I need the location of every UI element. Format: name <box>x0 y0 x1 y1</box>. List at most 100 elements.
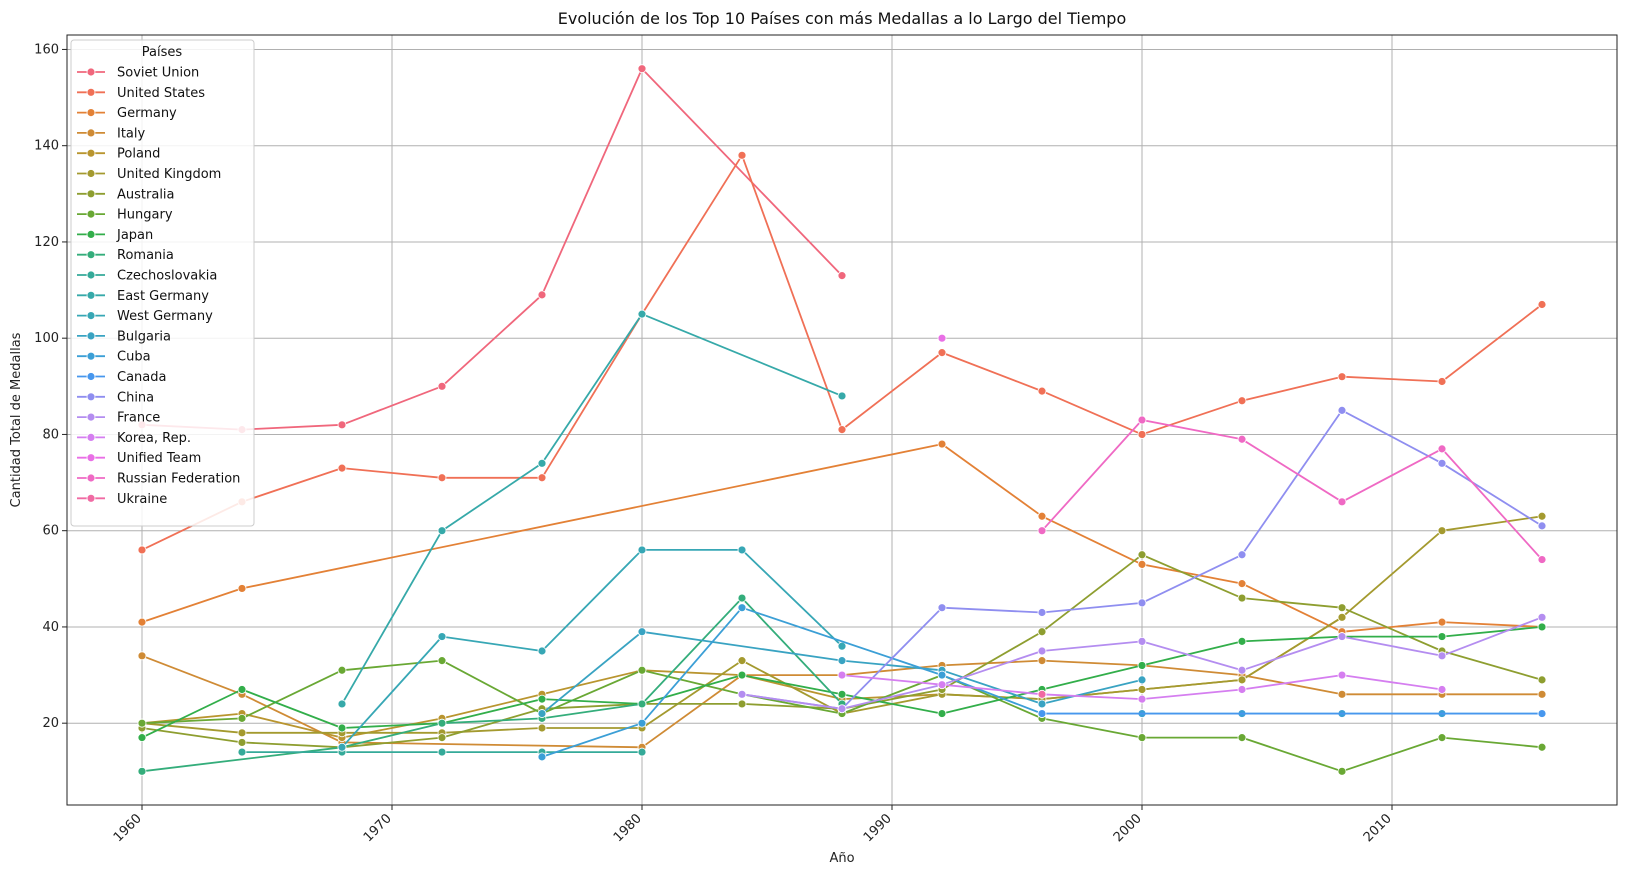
data-point-china <box>1337 405 1347 415</box>
data-point-east-germany <box>837 391 847 401</box>
legend-title: Países <box>142 45 183 60</box>
legend-label: Unified Team <box>117 451 201 466</box>
data-point-united-states <box>1537 300 1547 309</box>
data-point-hungary <box>237 713 247 723</box>
data-point-germany <box>137 617 147 627</box>
legend-swatch-marker <box>86 169 96 178</box>
legend-box <box>70 39 255 527</box>
y-tick-label: 40 <box>42 620 59 635</box>
legend-swatch-marker <box>86 209 96 219</box>
data-point-australia <box>1537 675 1547 685</box>
series-layer <box>137 64 1547 776</box>
data-point-italy <box>1037 656 1047 666</box>
legend-item-canada: Canada <box>77 370 166 385</box>
legend-label: China <box>117 390 154 405</box>
legend-swatch-marker <box>86 331 96 341</box>
legend-item-poland: Poland <box>77 147 160 162</box>
gridlines <box>67 35 1617 805</box>
legend-label: Korea, Rep. <box>117 431 191 446</box>
legend-swatch-marker <box>86 473 96 483</box>
data-point-germany <box>1037 511 1047 521</box>
data-point-hungary <box>437 656 447 666</box>
data-point-germany <box>937 439 947 449</box>
data-point-soviet-union <box>437 381 447 391</box>
data-point-united-states <box>1137 430 1147 439</box>
y-tick-label: 80 <box>42 427 59 442</box>
legend-swatch-marker <box>86 372 96 381</box>
data-point-bulgaria <box>837 656 847 666</box>
legend-item-bulgaria: Bulgaria <box>77 329 171 344</box>
data-point-soviet-union <box>337 420 347 430</box>
data-point-japan <box>337 723 347 733</box>
data-point-bulgaria <box>1037 699 1047 709</box>
data-point-united-states <box>1337 372 1347 382</box>
data-point-germany <box>1437 617 1447 627</box>
data-point-bulgaria <box>537 709 547 718</box>
legend-item-soviet-union: Soviet Union <box>77 66 199 81</box>
legend-label: Ukraine <box>117 492 167 507</box>
data-point-france <box>1137 636 1147 646</box>
data-point-korea-rep <box>1437 685 1447 694</box>
data-point-soviet-union <box>537 290 547 300</box>
legend-item-hungary: Hungary <box>77 208 173 223</box>
data-point-hungary <box>1337 766 1347 776</box>
legend-label: Russian Federation <box>117 472 240 487</box>
legend-swatch-marker <box>86 87 96 97</box>
data-point-japan <box>737 670 747 680</box>
legend-swatch-marker <box>86 453 96 463</box>
y-axis: 20 40 60 80 100 120 140 160 <box>34 42 67 731</box>
data-point-germany <box>1137 559 1147 569</box>
legend-item-australia: Australia <box>77 187 175 202</box>
y-tick-label: 160 <box>34 42 59 57</box>
data-point-france <box>1237 665 1247 675</box>
legend-label: Italy <box>117 126 146 141</box>
data-point-united-kingdom <box>1337 612 1347 622</box>
data-point-united-states <box>137 545 147 555</box>
data-point-russian-federation <box>1337 497 1347 507</box>
legend-item-east-germany: East Germany <box>77 289 209 304</box>
legend-item-france: France <box>77 411 160 426</box>
legend-label: Japan <box>116 228 153 243</box>
legend-swatch-marker <box>86 128 96 138</box>
data-point-united-states <box>737 150 747 160</box>
data-point-france <box>1037 646 1047 656</box>
data-point-romania <box>737 593 747 603</box>
series-line-bulgaria <box>541 630 1143 715</box>
series-korea-rep <box>837 670 1447 704</box>
data-point-east-germany <box>537 458 547 468</box>
data-point-japan <box>1237 636 1247 646</box>
data-point-japan <box>137 733 147 743</box>
data-point-germany <box>237 584 247 593</box>
legend-item-unified-team: Unified Team <box>77 451 201 466</box>
legend-swatch-marker <box>86 250 96 260</box>
legend-swatch-marker <box>86 290 96 300</box>
data-point-soviet-union <box>837 271 847 281</box>
legend-item-west-germany: West Germany <box>77 309 213 324</box>
series-canada <box>1037 709 1547 718</box>
data-point-russian-federation <box>1237 434 1247 444</box>
legend-label: Poland <box>117 147 160 162</box>
legend-swatch-marker <box>86 311 96 321</box>
legend-swatch-marker <box>86 148 96 158</box>
data-point-australia <box>1237 593 1247 603</box>
data-point-united-states <box>837 425 847 435</box>
data-point-west-germany <box>437 632 447 641</box>
y-tick-label: 140 <box>34 139 59 154</box>
legend-swatch-marker <box>86 229 96 239</box>
data-point-china <box>1037 608 1047 617</box>
legend-label: Australia <box>117 187 175 202</box>
y-tick-label: 20 <box>42 716 59 731</box>
data-point-hungary <box>1237 733 1247 743</box>
series-germany <box>137 439 1547 637</box>
legend-item-united-states: United States <box>77 86 205 101</box>
data-point-hungary <box>337 665 347 675</box>
data-point-west-germany <box>537 646 547 656</box>
series-line-russian-federation <box>1041 419 1543 561</box>
data-point-italy <box>137 651 147 661</box>
legend-label: Canada <box>117 370 166 385</box>
data-point-czechoslovakia <box>237 747 247 757</box>
data-point-ukraine <box>1037 689 1047 699</box>
data-point-romania <box>137 766 147 776</box>
data-point-russian-federation <box>1537 555 1547 564</box>
